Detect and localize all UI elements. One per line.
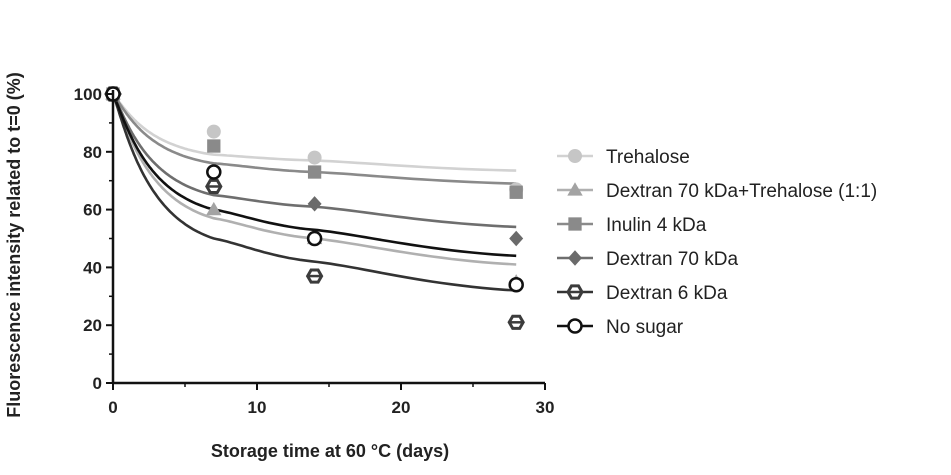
data-point-s3-2 bbox=[207, 139, 221, 153]
plot-area bbox=[104, 86, 525, 330]
y-tick-label-0: 0 bbox=[93, 374, 102, 393]
legend-marker bbox=[566, 284, 584, 300]
data-point-s3-3 bbox=[307, 165, 322, 179]
legend-marker bbox=[567, 182, 583, 196]
y-tick-label-100: 100 bbox=[74, 85, 102, 104]
y-tick-label-40: 40 bbox=[83, 258, 102, 277]
data-point-s6-2 bbox=[206, 164, 222, 180]
legend-label: No sugar bbox=[606, 317, 684, 338]
data-point-s6-3 bbox=[306, 230, 323, 247]
fit-curve-3 bbox=[111, 93, 517, 185]
legend-entry-2: Dextran 70 kDa+Trehalose (1:1) bbox=[557, 181, 877, 202]
x-tick-label-0: 0 bbox=[108, 398, 117, 417]
legend-label: Inulin 4 kDa bbox=[606, 215, 707, 236]
data-point-s1-2 bbox=[206, 124, 221, 139]
legend-marker bbox=[568, 217, 582, 231]
data-point-s3-4 bbox=[509, 185, 523, 199]
legend-label: Trehalose bbox=[606, 147, 690, 168]
fit-curve-5 bbox=[111, 93, 517, 292]
fit-curve-6 bbox=[111, 93, 517, 258]
legend-entry-4: Dextran 70 kDa bbox=[557, 249, 738, 270]
y-tick-label-80: 80 bbox=[83, 143, 102, 162]
data-point-s5-4 bbox=[507, 314, 525, 330]
data-point-s4-4 bbox=[509, 230, 524, 247]
legend-label: Dextran 70 kDa+Trehalose (1:1) bbox=[606, 181, 877, 202]
x-axis-title: Storage time at 60 °C (days) bbox=[211, 441, 449, 461]
legend-marker bbox=[567, 318, 583, 334]
legend: Trehalose Dextran 70 kDa+Trehalose (1:1) I… bbox=[557, 147, 877, 338]
x-tick-label-10: 10 bbox=[248, 398, 267, 417]
data-point-s2-2 bbox=[206, 201, 222, 216]
legend-label: Dextran 70 kDa bbox=[606, 249, 738, 270]
legend-entry-3: Inulin 4 kDa bbox=[557, 215, 707, 236]
data-point-s6-4 bbox=[508, 276, 524, 293]
axes: 0 20 40 60 80 100 0 10 20 30 bbox=[74, 85, 555, 417]
data-point-s5-3 bbox=[305, 268, 324, 284]
data-point-s1-3 bbox=[307, 150, 322, 165]
y-tick-label-20: 20 bbox=[83, 316, 102, 335]
y-tick-label-60: 60 bbox=[83, 201, 102, 220]
legend-entry-5: Dextran 6 kDa bbox=[557, 283, 728, 304]
legend-entry-6: No sugar bbox=[557, 317, 684, 338]
legend-entry-1: Trehalose bbox=[557, 147, 690, 168]
data-point-s4-3 bbox=[307, 196, 322, 212]
data-point-s5-2 bbox=[205, 178, 223, 194]
legend-marker bbox=[568, 149, 582, 163]
legend-marker bbox=[568, 250, 582, 266]
y-axis-title: Fluorescence intensity related to t=0 (%… bbox=[4, 72, 24, 418]
legend-label: Dextran 6 kDa bbox=[606, 283, 728, 304]
x-tick-label-30: 30 bbox=[536, 398, 555, 417]
x-tick-label-20: 20 bbox=[392, 398, 411, 417]
